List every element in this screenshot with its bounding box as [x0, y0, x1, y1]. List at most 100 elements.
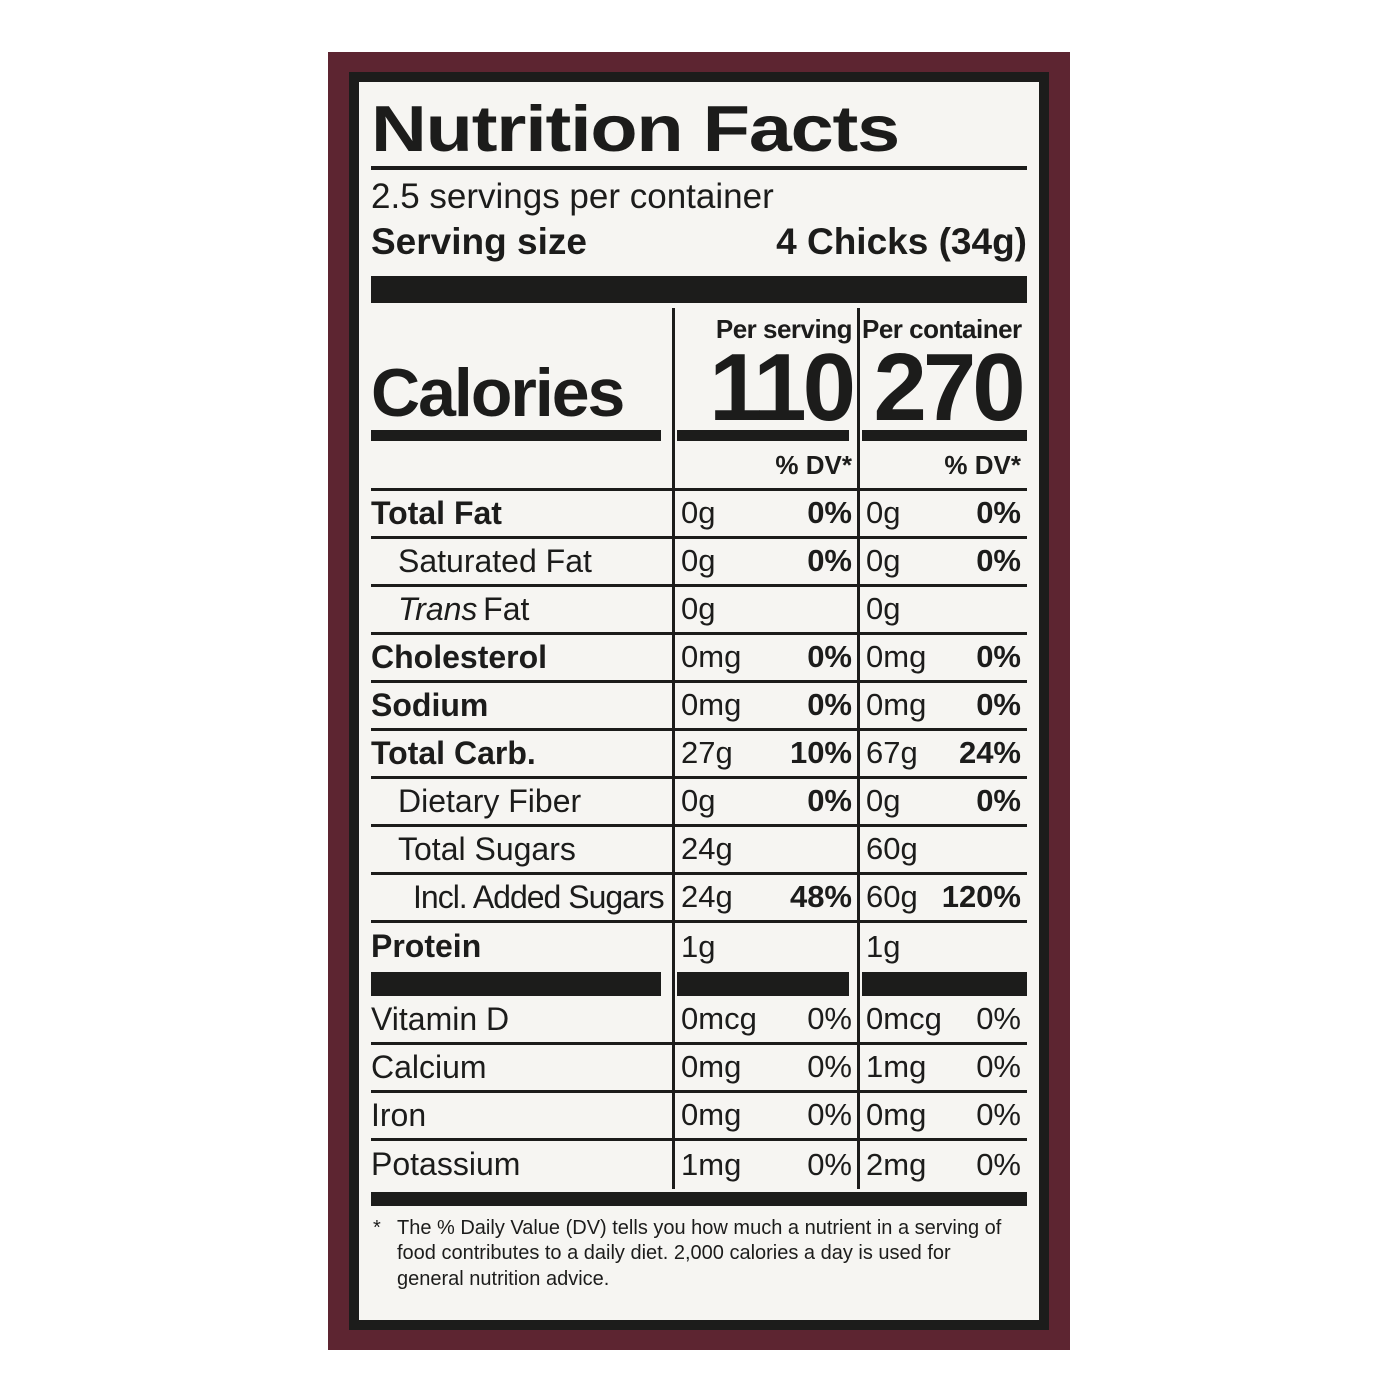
per-serving-cell: 0g	[673, 591, 858, 627]
nutrient-dv: 0%	[976, 783, 1021, 819]
nutrient-name: Dietary Fiber	[398, 782, 582, 819]
serving-size-row: Serving size 4 Chicks (34g)	[371, 216, 1027, 276]
bar-segment	[371, 429, 673, 441]
per-serving-calories-value: 110	[709, 334, 856, 442]
nutrient-amount: 1mg	[866, 1049, 927, 1085]
nutrient-row-total-fat: Total Fat 0g 0% 0g 0%	[371, 491, 1027, 539]
bar-segment	[673, 971, 858, 996]
nutrient-name: Total Sugars	[398, 830, 576, 867]
footnote-line-1: The % Daily Value (DV) tells you how muc…	[397, 1216, 1002, 1239]
nutrient-name: Sodium	[371, 686, 489, 723]
nutrient-amount: 0mcg	[866, 1001, 942, 1037]
vitamin-row-iron: Iron 0mg 0% 0mg 0%	[371, 1093, 1027, 1141]
nutrient-row-total-carb: Total Carb. 27g 10% 67g 24%	[371, 731, 1027, 779]
nutrient-dv: 0%	[976, 543, 1021, 579]
nutrient-amount: 0g	[681, 495, 716, 531]
nutrient-dv: 0%	[976, 1146, 1021, 1182]
nutrient-name: Incl. Added Sugars	[413, 878, 665, 915]
per-serving-cell: 0mg 0%	[673, 1049, 858, 1085]
per-serving-cell: 1g	[673, 929, 858, 965]
calories-per-container-cell: Per container 270	[858, 310, 1028, 442]
nutrient-amount: 1g	[681, 928, 716, 964]
column-divider-container	[857, 308, 860, 1189]
nutrient-dv: 0%	[807, 1097, 852, 1133]
servings-per-container: 2.5 servings per container	[371, 176, 774, 216]
nutrient-amount: 0mg	[866, 1097, 927, 1133]
nutrient-name: Cholesterol	[371, 638, 548, 675]
calories-section: Calories Per serving 110 Per container 2…	[371, 308, 1028, 442]
footnote: * The % Daily Value (DV) tells you how m…	[371, 1206, 1027, 1292]
footnote-text: The % Daily Value (DV) tells you how muc…	[397, 1216, 1001, 1292]
nutrient-amount: 0g	[866, 495, 901, 531]
nutrient-dv: 0%	[807, 687, 852, 723]
vitamin-row-potassium: Potassium 1mg 0% 2mg 0%	[371, 1141, 1027, 1189]
per-serving-cell: 0g 0%	[673, 543, 858, 579]
nutrient-row-trans-fat: Trans Fat 0g 0g	[371, 587, 1027, 635]
per-container-cell: 60g	[858, 831, 1027, 867]
nutrient-row-total-sugars: Total Sugars 24g 60g	[371, 827, 1027, 875]
nutrient-amount: 0mg	[866, 639, 927, 675]
section-divider-bars	[371, 971, 1027, 996]
nutrient-dv: 0%	[807, 639, 852, 675]
nutrient-dv: 0%	[976, 1049, 1021, 1085]
nutrient-name: Trans Fat	[371, 592, 673, 627]
per-serving-cell: 0g 0%	[673, 495, 858, 531]
bar-segment	[673, 429, 858, 441]
nutrient-dv: 0%	[807, 495, 852, 531]
daily-value-header-row: % DV* % DV*	[371, 441, 1027, 491]
per-container-cell: 2mg 0%	[858, 1147, 1027, 1183]
nutrient-row-dietary-fiber: Dietary Fiber 0g 0% 0g 0%	[371, 779, 1027, 827]
nutrient-name: Total Fat	[371, 494, 502, 531]
calories-underline-bars	[371, 429, 1027, 441]
per-serving-cell: 0mg 0%	[673, 1097, 858, 1133]
header-divider-bar	[371, 276, 1027, 304]
per-container-cell: 60g 120%	[858, 879, 1027, 915]
nutrient-row-protein: Protein 1g 1g	[371, 923, 1027, 971]
per-container-cell: 0g	[858, 591, 1027, 627]
footnote-line-2: food contributes to a daily diet. 2,000 …	[397, 1242, 951, 1265]
per-serving-cell: 1mg 0%	[673, 1147, 858, 1183]
nutrient-dv: 0%	[976, 1001, 1021, 1037]
vitamin-row-calcium: Calcium 0mg 0% 1mg 0%	[371, 1045, 1027, 1093]
nutrient-amount: 0mg	[681, 687, 742, 723]
per-container-calories-value: 270	[873, 334, 1026, 442]
nutrient-amount: 0g	[866, 783, 901, 819]
footer-divider-bar	[371, 1191, 1027, 1206]
per-serving-cell: 0g 0%	[673, 783, 858, 819]
nutrient-dv: 0%	[976, 687, 1021, 723]
nutrient-amount: 0g	[681, 783, 716, 819]
nutrient-name: Calcium	[371, 1048, 487, 1085]
nutrient-row-cholesterol: Cholesterol 0mg 0% 0mg 0%	[371, 635, 1027, 683]
calories-heading: Calories	[371, 354, 625, 431]
per-container-cell: 1mg 0%	[858, 1049, 1027, 1085]
nutrient-dv: 0%	[976, 1097, 1021, 1133]
nutrition-facts-label: Nutrition Facts 2.5 servings per contain…	[349, 72, 1049, 1330]
label-title: Nutrition Facts	[371, 94, 1027, 170]
label-title-text: Nutrition Facts	[371, 92, 900, 165]
nutrient-amount: 60g	[866, 831, 918, 867]
nutrient-dv: 0%	[976, 639, 1021, 675]
dv-header-container: % DV*	[944, 449, 1021, 480]
per-serving-cell: 0mg 0%	[673, 687, 858, 723]
nutrient-amount: 0mcg	[681, 1001, 757, 1037]
nutrient-amount: 0mg	[681, 1097, 742, 1133]
per-container-cell: 0mg 0%	[858, 687, 1027, 723]
dv-header-serving: % DV*	[775, 449, 852, 480]
per-container-cell: 0mg 0%	[858, 1097, 1027, 1133]
footnote-line-3: general nutrition advice.	[397, 1267, 610, 1290]
nutrient-amount: 1mg	[681, 1146, 742, 1182]
nutrient-amount: 24g	[681, 831, 733, 867]
per-container-cell: 67g 24%	[858, 735, 1027, 771]
nutrient-name: Vitamin D	[371, 1000, 510, 1037]
bar-segment	[858, 971, 1027, 996]
nutrient-amount: 0g	[681, 543, 716, 579]
nutrient-dv: 120%	[941, 879, 1021, 915]
per-serving-header: Per serving	[715, 314, 853, 345]
nutrient-amount: 1g	[866, 928, 901, 964]
nutrient-dv: 48%	[789, 879, 852, 915]
nutrient-amount: 24g	[681, 879, 733, 915]
per-container-header: Per container	[862, 314, 1022, 345]
nutrient-name: Protein	[371, 928, 482, 964]
per-serving-cell: 24g 48%	[673, 879, 858, 915]
nutrient-name: Iron	[371, 1096, 427, 1133]
